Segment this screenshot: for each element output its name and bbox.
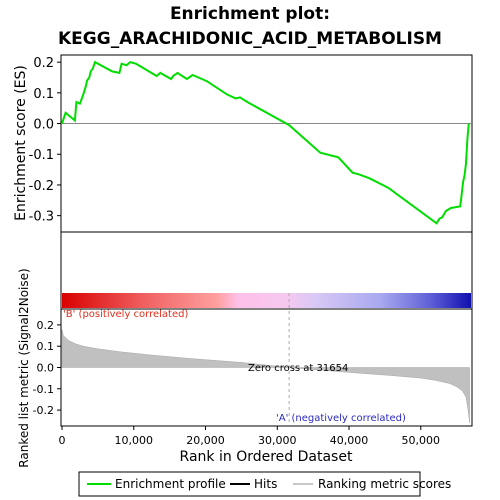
es-y-axis: 0.2 0.1 0.0 -0.1 -0.2 -0.3: [29, 56, 61, 225]
x-axis-label: Rank in Ordered Dataset: [180, 449, 353, 465]
es-y-tick-label: 0.1: [33, 87, 54, 102]
legend-label-hits: Hits: [254, 477, 277, 491]
x-tick-label: 50,000: [402, 434, 441, 447]
positive-correlated-label: 'B' (positively correlated): [63, 309, 188, 320]
enrichment-profile-line: [61, 60, 470, 225]
metric-y-tick-label: -0.2: [33, 404, 54, 417]
chart-title-line1: Enrichment plot:: [170, 4, 330, 24]
x-tick-label: 30,000: [258, 434, 297, 447]
es-y-tick-label: 0.0: [33, 118, 54, 133]
legend-label-ranking-metric: Ranking metric scores: [318, 477, 451, 491]
metric-y-tick-label: 0.2: [37, 319, 55, 332]
negative-correlated-label: 'A' (negatively correlated): [276, 413, 406, 424]
legend-label-enrichment-profile: Enrichment profile: [115, 477, 226, 491]
es-panel-frame: [60, 54, 473, 233]
rank-color-bar: [62, 293, 471, 308]
es-y-tick-label: -0.2: [29, 179, 54, 194]
metric-y-axis-label: Ranked list metric (Signal2Noise): [17, 268, 31, 467]
x-tick-label: 10,000: [115, 434, 154, 447]
x-tick-label: 20,000: [186, 434, 225, 447]
x-tick-label: 0: [59, 434, 66, 447]
es-y-axis-label: Enrichment score (ES): [13, 65, 29, 221]
x-axis: 0 10,000 20,000 30,000 40,000 50,000: [59, 426, 441, 447]
metric-y-tick-label: 0.1: [37, 340, 55, 353]
es-y-tick-label: 0.2: [33, 56, 54, 71]
zero-cross-label: Zero cross at 31654: [248, 363, 348, 374]
x-tick-label: 40,000: [330, 434, 369, 447]
ranking-metric-area: [61, 329, 470, 423]
es-y-tick-label: -0.3: [29, 210, 54, 225]
metric-y-tick-label: -0.1: [33, 383, 54, 396]
chart-title-line2: KEGG_ARACHIDONIC_ACID_METABOLISM: [58, 29, 442, 49]
es-y-tick-label: -0.1: [29, 148, 54, 163]
metric-y-axis: 0.2 0.1 0.0 -0.1 -0.2: [33, 319, 61, 417]
metric-y-tick-label: 0.0: [37, 362, 55, 375]
